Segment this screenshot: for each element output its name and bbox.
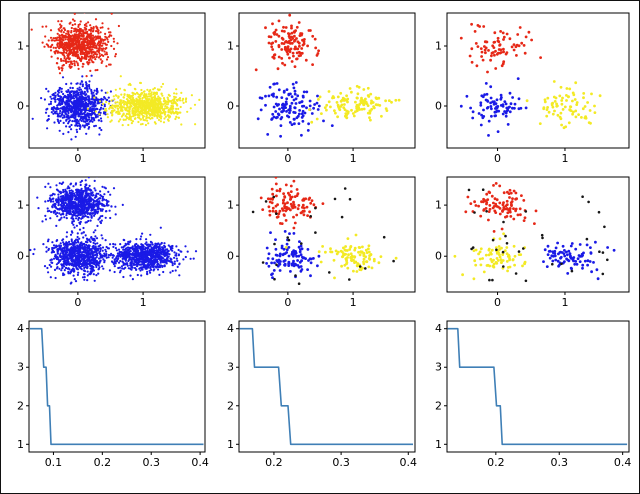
svg-text:1: 1 xyxy=(350,152,357,165)
svg-text:1: 1 xyxy=(561,152,568,165)
svg-text:0: 0 xyxy=(284,152,291,165)
scatter-sample-3clusters: 0 1 0 1 xyxy=(213,7,421,167)
svg-text:1: 1 xyxy=(435,40,442,53)
svg-text:0: 0 xyxy=(494,152,501,165)
svg-text:0: 0 xyxy=(227,100,234,113)
line-clusters-vs-eps-3: 0.2 0.3 0.4 1 2 3 4 xyxy=(421,315,635,471)
svg-text:0: 0 xyxy=(435,100,442,113)
scatter-small-sample-3clusters: 0 1 0 1 xyxy=(421,7,635,167)
svg-text:0: 0 xyxy=(17,100,24,113)
svg-text:1: 1 xyxy=(140,152,147,165)
line-clusters-vs-eps-2: 0.2 0.3 0.4 1 2 3 4 xyxy=(213,315,421,471)
svg-text:1: 1 xyxy=(227,40,234,53)
svg-text:0: 0 xyxy=(74,152,81,165)
scatter-dense-3clusters: 0 1 0 1 xyxy=(3,7,211,167)
line-clusters-vs-eps-1: 0.1 0.2 0.3 0.4 1 2 3 4 xyxy=(3,315,211,471)
svg-text:1: 1 xyxy=(17,40,24,53)
